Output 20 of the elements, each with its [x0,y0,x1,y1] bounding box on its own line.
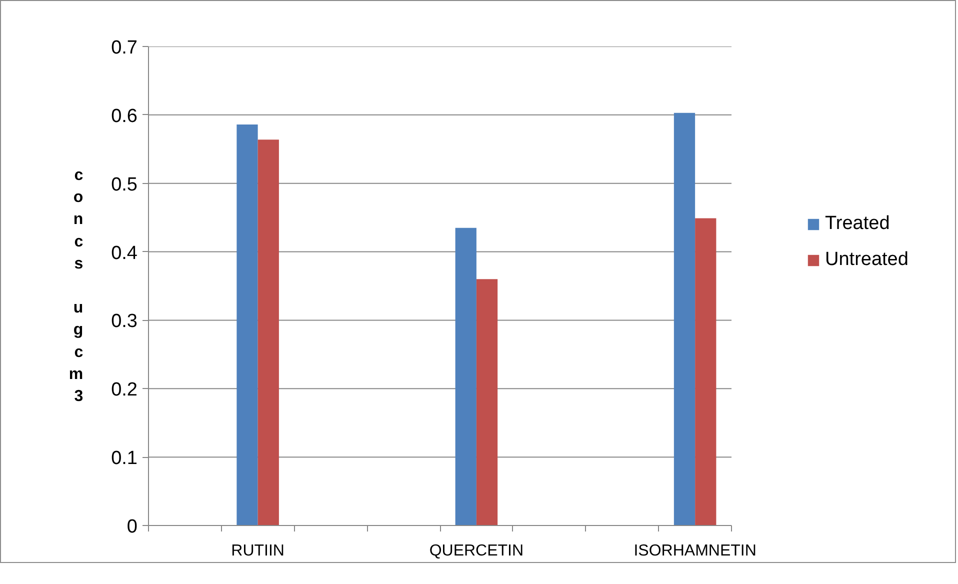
text: concs ugcm3 [68,167,84,405]
bar [236,124,258,526]
bar [476,279,498,526]
y-tick-label: 0.7 [111,38,138,58]
bar [455,228,476,526]
x-tick-label: RUTIIN [231,542,284,560]
y-tick-label: 0.5 [111,174,138,196]
y-tick-label: 0.2 [111,380,138,401]
x-tick-label: QUERCETIN [429,542,524,560]
bar [258,140,279,526]
legend-label: Treated [825,213,890,235]
y-tick-label: 0 [126,516,138,538]
y-tick-label: 0.3 [111,311,138,332]
bar [695,218,716,526]
bar [674,112,696,526]
y-tick-label: 0.6 [111,106,138,127]
y-tick-label: 0.1 [111,448,138,470]
legend-label: Untreated [825,249,908,271]
y-tick-label: 0.4 [111,242,138,264]
x-tick-label: ISORHAMNETIN [634,542,756,560]
